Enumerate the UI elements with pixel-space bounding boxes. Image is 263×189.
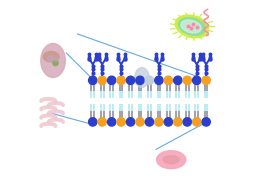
Circle shape	[127, 118, 135, 126]
Circle shape	[155, 76, 163, 84]
Ellipse shape	[163, 156, 179, 164]
Circle shape	[98, 118, 106, 126]
Circle shape	[145, 118, 154, 126]
Ellipse shape	[181, 20, 201, 33]
Circle shape	[174, 76, 182, 84]
Circle shape	[108, 118, 116, 126]
Circle shape	[89, 76, 97, 84]
Circle shape	[193, 76, 201, 84]
Circle shape	[127, 76, 135, 84]
Ellipse shape	[135, 68, 149, 87]
Circle shape	[202, 118, 210, 126]
Circle shape	[183, 76, 191, 84]
Circle shape	[174, 118, 182, 126]
Circle shape	[164, 118, 173, 126]
Circle shape	[53, 60, 58, 66]
Circle shape	[117, 76, 125, 84]
Ellipse shape	[43, 52, 59, 62]
Circle shape	[98, 76, 106, 84]
Ellipse shape	[156, 151, 186, 169]
Circle shape	[145, 76, 154, 84]
Circle shape	[117, 118, 125, 126]
Circle shape	[155, 118, 163, 126]
Ellipse shape	[47, 56, 53, 61]
Circle shape	[89, 118, 97, 126]
Circle shape	[136, 118, 144, 126]
Ellipse shape	[179, 18, 205, 35]
Circle shape	[202, 76, 210, 84]
Ellipse shape	[54, 58, 58, 61]
Circle shape	[164, 76, 173, 84]
Circle shape	[193, 118, 201, 126]
Ellipse shape	[41, 43, 65, 77]
Circle shape	[108, 76, 116, 84]
Circle shape	[183, 118, 191, 126]
Circle shape	[136, 76, 144, 84]
Ellipse shape	[175, 15, 209, 38]
